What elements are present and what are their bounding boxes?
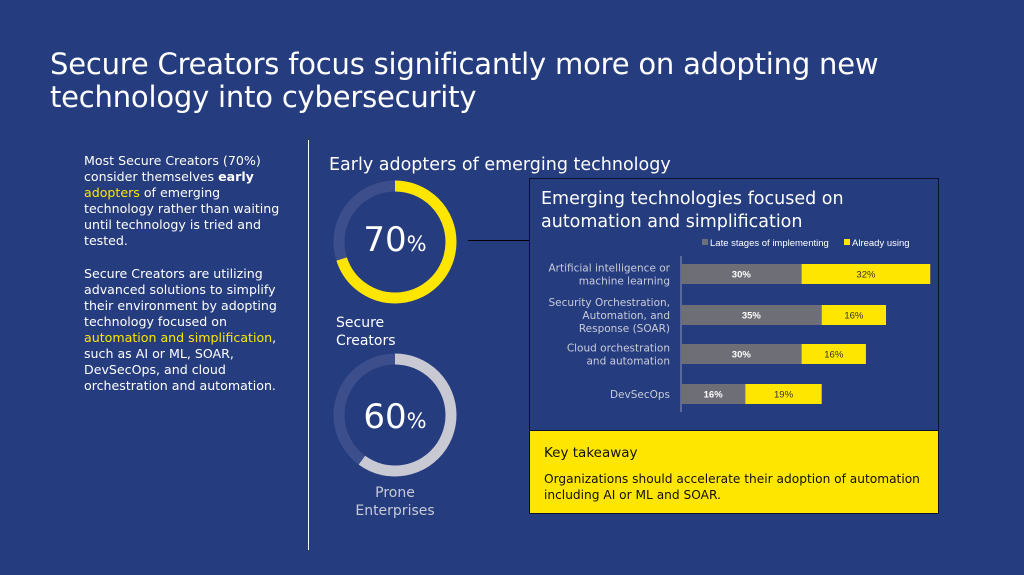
category-label: Security Orchestration, [549, 297, 670, 309]
category-label: Artificial intelligence or [548, 263, 670, 275]
caption-line: Creators [336, 333, 396, 349]
caption-line: Prone [375, 485, 415, 501]
detail-highlight-text: automation and simplification [84, 330, 273, 345]
category-label: machine learning [579, 276, 670, 288]
bar-data-label: 16% [844, 311, 864, 322]
donut-unit: % [406, 409, 427, 433]
bar-data-label: 16% [824, 350, 844, 361]
donut-caption-prone-enterprises: Prone Enterprises [330, 484, 460, 520]
bar-segment [801, 264, 931, 284]
legend-label: Late stages of implementing [710, 238, 829, 249]
donut-chart-prone-enterprises [333, 353, 457, 477]
stacked-bar-chart: Late stages of implementing Already using… [548, 238, 931, 412]
legend-swatch [844, 239, 850, 245]
intro-text: Most Secure Creators (70%) consider them… [84, 153, 261, 184]
bar-segment [681, 384, 746, 404]
bar-data-label: 32% [856, 270, 876, 281]
legend-label: Already using [852, 238, 910, 249]
column-divider [308, 140, 309, 550]
bar-segment [681, 305, 822, 325]
intro-bold-text: early [218, 169, 254, 184]
donut-caption-secure-creators: Secure Creators [336, 314, 396, 350]
donut-arc [333, 353, 457, 477]
detail-text-end: , such as AI or ML, SOAR, DevSecOps, and… [84, 330, 277, 393]
donut-value-prone-enterprises: 60% [330, 397, 460, 437]
bar-segment [745, 384, 822, 404]
connector-line [468, 240, 530, 241]
early-adopters-heading: Early adopters of emerging technology [329, 155, 671, 175]
bar-data-label: 19% [774, 390, 794, 401]
donut-number: 70 [363, 220, 407, 260]
donut-arc [333, 180, 457, 304]
donut-number: 60 [363, 397, 407, 437]
intro-paragraph: Most Secure Creators (70%) consider them… [84, 153, 289, 249]
legend-swatch [702, 239, 708, 245]
intro-highlight-text: adopters [84, 185, 140, 200]
bar-segment [681, 264, 802, 284]
category-label: Automation, and [582, 310, 670, 322]
category-label: Cloud orchestration [567, 343, 670, 355]
bar-data-label: 30% [732, 350, 752, 361]
chart-panel [529, 178, 939, 431]
category-label: Response (SOAR) [579, 323, 670, 335]
takeaway-body: Organizations should accelerate their ad… [544, 472, 920, 502]
detail-text: Secure Creators are utilizing advanced s… [84, 266, 277, 329]
page-title: Secure Creators focus significantly more… [50, 47, 879, 114]
key-takeaway-panel: Key takeaway Organizations should accele… [529, 431, 939, 514]
caption-line: Enterprises [355, 503, 435, 519]
donut-unit: % [406, 232, 427, 256]
takeaway-heading: Key takeaway [544, 445, 638, 461]
bar-data-label: 16% [704, 390, 724, 401]
bar-segment [801, 344, 866, 364]
category-label: and automation [587, 356, 671, 368]
chart-title: Emerging technologies focused on automat… [541, 189, 844, 232]
bar-data-label: 35% [742, 311, 762, 322]
bar-data-label: 30% [732, 270, 752, 281]
detail-paragraph: Secure Creators are utilizing advanced s… [84, 266, 289, 394]
donut-chart-secure-creators [333, 180, 457, 304]
left-column-text: Most Secure Creators (70%) consider them… [84, 153, 289, 411]
caption-line: Secure [336, 315, 385, 331]
donut-value-secure-creators: 70% [330, 220, 460, 260]
intro-text-end: of emerging technology rather than waiti… [84, 185, 280, 248]
category-label: DevSecOps [610, 389, 670, 401]
bar-segment [681, 344, 802, 364]
bar-segment [821, 305, 887, 325]
